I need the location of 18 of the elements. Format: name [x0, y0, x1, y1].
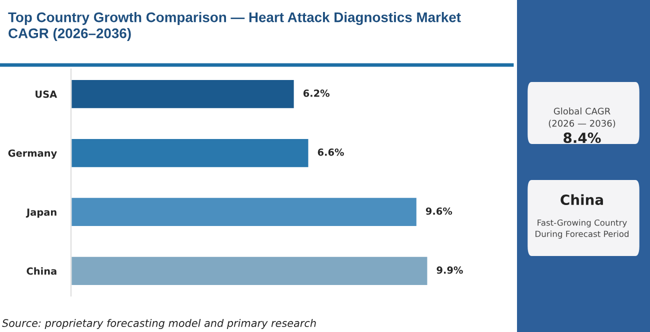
data-label: 9.9% [436, 266, 463, 274]
data-label: 6.6% [318, 148, 344, 156]
text: 8.4% [564, 132, 601, 144]
y-tick-label: USA [36, 90, 58, 98]
y-tick-label: Japan [26, 208, 56, 218]
y-tick-label: Germany [8, 149, 57, 159]
source-note: Source: proprietary forecasting model and primary research [2, 318, 316, 330]
bar [71, 256, 429, 286]
text: Global CAGR (2026 — 2036) [548, 108, 616, 128]
bar [71, 78, 296, 110]
data-label: 6.2% [303, 90, 330, 97]
text: China [560, 194, 603, 206]
data-label: 9.6% [426, 207, 452, 215]
bar [71, 138, 310, 168]
chart-title: Top Country Growth Comparison — Heart Attack Diagnostics Market CAGR (2026–2036) [8, 12, 461, 41]
y-tick-label: China [26, 267, 56, 275]
bar [71, 196, 418, 228]
text: Fast-Growing Country During Forecast Period [536, 219, 629, 239]
